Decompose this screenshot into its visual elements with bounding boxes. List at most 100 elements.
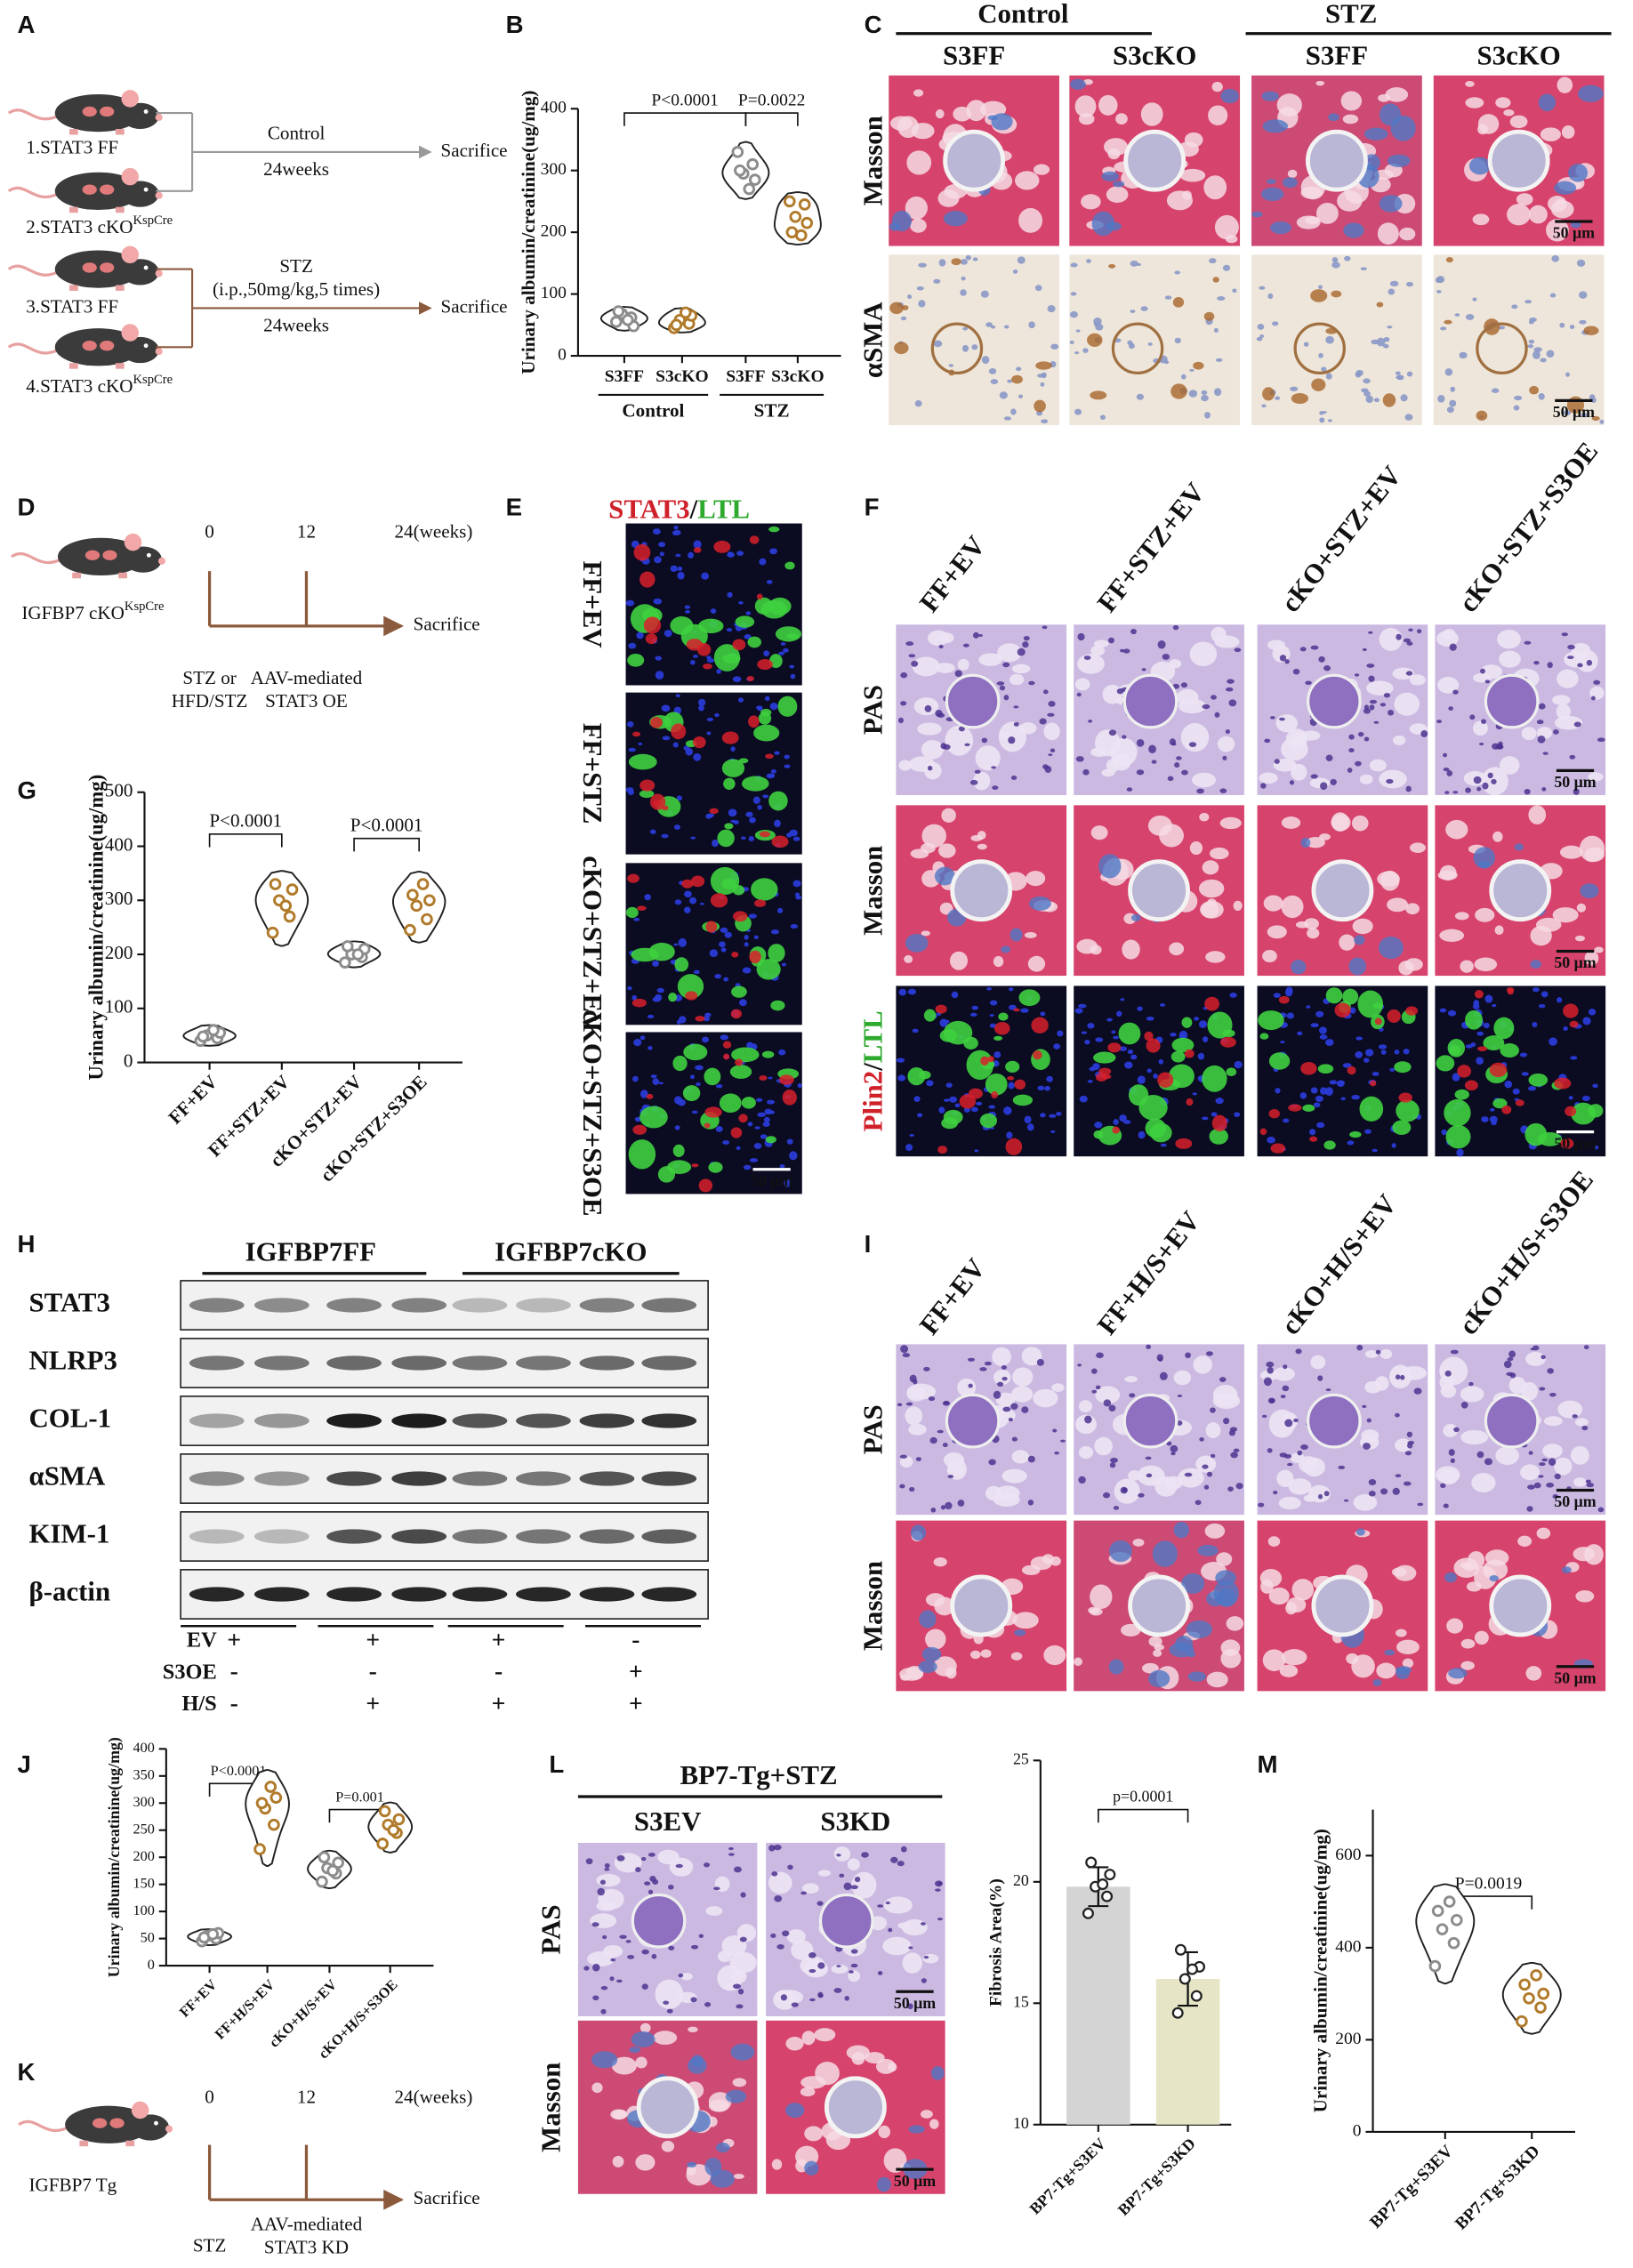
texture	[1597, 737, 1605, 743]
texture	[1494, 925, 1504, 936]
texture	[653, 2031, 678, 2045]
mouse-icon	[7, 245, 163, 291]
texture	[976, 1101, 983, 1106]
texture	[1489, 1062, 1508, 1077]
texture	[1491, 1120, 1497, 1126]
texture	[713, 540, 731, 553]
texture	[1436, 1055, 1455, 1072]
blot-band	[253, 1355, 310, 1371]
texture	[1384, 1649, 1396, 1656]
texture	[673, 943, 679, 946]
texture	[724, 823, 734, 830]
texture	[800, 1956, 826, 1975]
texture	[1213, 327, 1219, 333]
texture	[1146, 1017, 1154, 1021]
texture	[905, 1144, 913, 1152]
texture	[1228, 699, 1237, 707]
texture	[1192, 1092, 1197, 1096]
texture	[631, 947, 659, 962]
texture	[896, 1058, 905, 1063]
texture	[1302, 1104, 1315, 1112]
texture	[1291, 392, 1309, 404]
blot-band	[189, 1471, 245, 1486]
texture	[1127, 1050, 1134, 1055]
texture	[787, 1864, 793, 1870]
texture	[1579, 291, 1588, 299]
texture	[1568, 163, 1589, 182]
texture	[1584, 1544, 1604, 1565]
texture	[1256, 336, 1263, 342]
texture	[988, 367, 997, 374]
texture	[894, 342, 909, 355]
texture	[839, 1873, 845, 1878]
mouse-ear	[121, 245, 139, 264]
texture	[1536, 1527, 1551, 1540]
texture	[1003, 416, 1012, 421]
texture	[1110, 1457, 1118, 1463]
texture	[1107, 148, 1121, 160]
texture	[993, 1035, 1003, 1041]
texture	[1407, 1443, 1413, 1449]
data-point	[268, 1818, 280, 1831]
texture	[962, 326, 969, 331]
micrograph	[889, 75, 1059, 246]
mouse-icon	[7, 167, 163, 213]
texture	[633, 917, 640, 921]
texture	[1323, 665, 1331, 672]
texture	[1069, 340, 1074, 344]
texture	[1012, 269, 1018, 274]
texture	[1481, 719, 1487, 725]
texture	[849, 1970, 854, 1974]
texture	[688, 897, 697, 905]
texture	[1557, 1400, 1583, 1419]
texture	[631, 994, 638, 1001]
texture	[1594, 946, 1604, 953]
texture	[1219, 788, 1227, 793]
texture	[1286, 1012, 1294, 1019]
micrograph	[1069, 254, 1241, 426]
texture	[641, 1856, 647, 1862]
texture	[778, 1049, 786, 1056]
texture	[609, 1976, 615, 1982]
texture	[1184, 132, 1203, 148]
texture	[727, 551, 735, 558]
texture	[1090, 390, 1107, 400]
texture	[1507, 988, 1514, 995]
texture	[1359, 774, 1373, 784]
texture	[1366, 664, 1375, 668]
texture	[1214, 712, 1220, 718]
label: EV	[187, 1629, 217, 1653]
texture	[744, 942, 749, 947]
label: 12	[297, 2086, 316, 2107]
texture	[773, 1844, 782, 1851]
texture	[965, 254, 971, 261]
label: A	[17, 11, 35, 38]
label-sup: KspCre	[125, 599, 165, 614]
texture	[1010, 1403, 1018, 1410]
texture	[1223, 1418, 1230, 1425]
texture	[1282, 1385, 1290, 1392]
label: -	[495, 1657, 503, 1685]
blot-band	[189, 1587, 245, 1602]
texture	[1356, 1344, 1364, 1351]
texture	[737, 697, 744, 703]
texture	[1198, 879, 1225, 898]
blot-band	[579, 1298, 635, 1313]
texture	[1233, 900, 1243, 912]
texture	[977, 843, 987, 850]
micrograph	[625, 523, 802, 686]
texture	[988, 1105, 996, 1109]
texture	[1583, 1345, 1589, 1350]
texture	[674, 899, 682, 905]
texture	[980, 1649, 992, 1658]
texture	[651, 1953, 657, 1959]
texture	[698, 618, 724, 634]
texture	[685, 991, 698, 1001]
texture	[644, 894, 651, 901]
texture	[1492, 831, 1503, 842]
data-point	[264, 1781, 278, 1793]
texture	[1024, 931, 1037, 938]
texture	[1188, 390, 1198, 398]
texture	[746, 675, 754, 682]
